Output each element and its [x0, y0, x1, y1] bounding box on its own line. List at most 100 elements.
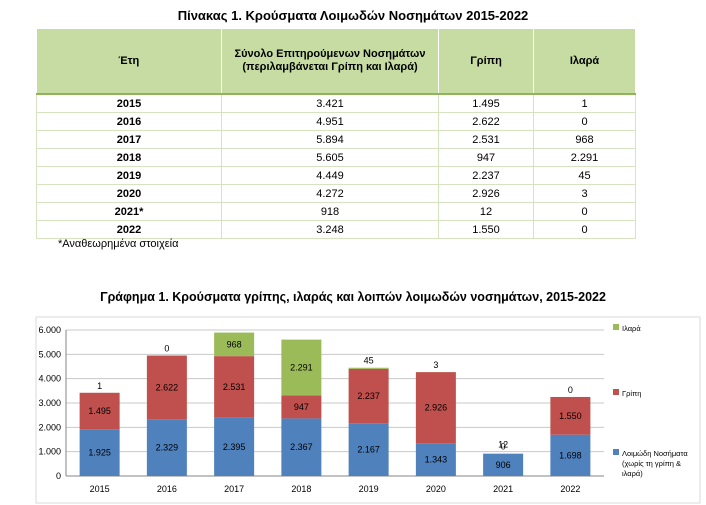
- cell-year: 2016: [36, 112, 222, 131]
- cell-total: 4.449: [221, 166, 439, 185]
- table-row: 2018 5.605 947 2.291: [36, 148, 636, 167]
- cell-total: 5.605: [221, 148, 439, 167]
- cell-measles: 3: [533, 184, 636, 203]
- cell-measles: 2.291: [533, 148, 636, 167]
- table-row: 2019 4.449 2.237 45: [36, 166, 636, 185]
- x-tick-label: 2019: [359, 484, 379, 494]
- bar-segment: [146, 355, 187, 420]
- bar-segment: [348, 423, 389, 476]
- x-tick-label: 2018: [291, 484, 311, 494]
- data-label: 2.291: [290, 362, 313, 372]
- cell-total: 4.951: [221, 112, 439, 131]
- bar-segment: [146, 419, 187, 476]
- data-label: 0: [568, 385, 573, 395]
- cell-year: 2022: [36, 220, 222, 239]
- cell-measles: 45: [533, 166, 636, 185]
- bar-segment: [415, 443, 456, 476]
- data-label: 1.550: [559, 411, 582, 421]
- cell-year: 2015: [36, 93, 222, 113]
- cell-year: 2019: [36, 166, 222, 185]
- legend-swatch: [613, 324, 619, 330]
- table-row: 2022 3.248 1.550 0: [36, 220, 636, 239]
- table-row: 2020 4.272 2.926 3: [36, 184, 636, 203]
- table-row: 2015 3.421 1.495 1: [36, 93, 636, 113]
- bar-segment: [550, 396, 591, 435]
- cell-total: 4.272: [221, 184, 439, 203]
- legend-label: Λοιμώδη Νοσήματα (χωρίς τη γρίπη & ιλαρά): [622, 449, 688, 478]
- bar-segment: [348, 368, 389, 424]
- cell-measles: 0: [533, 202, 636, 221]
- data-label: 1.698: [559, 450, 582, 460]
- data-label: 968: [227, 339, 242, 349]
- x-tick-label: 2017: [224, 484, 244, 494]
- cell-flu: 2.531: [438, 130, 534, 149]
- header-total: Σύνολο Επιτηρούμενων Νοσημάτων (περιλαμβ…: [221, 29, 439, 94]
- data-label: 2.329: [156, 443, 179, 453]
- y-tick-label: 3.000: [38, 398, 61, 408]
- bar-segment: [79, 429, 120, 476]
- cell-total: 5.894: [221, 130, 439, 149]
- chart-title: Γράφημα 1. Κρούσματα γρίπης, ιλαράς και …: [100, 290, 606, 304]
- cell-total: 918: [221, 202, 439, 221]
- y-tick-label: 0: [56, 471, 61, 481]
- data-label: 45: [364, 356, 374, 366]
- y-tick-label: 2.000: [38, 422, 61, 432]
- y-tick-label: 1.000: [38, 447, 61, 457]
- cell-measles: 1: [533, 93, 636, 113]
- y-tick-label: 4.000: [38, 374, 61, 384]
- bar-segment: [214, 356, 255, 418]
- legend-label: Ιλαρά: [622, 324, 641, 333]
- cell-flu: 2.622: [438, 112, 534, 131]
- data-label: 0: [501, 442, 506, 452]
- bar-segment: [483, 453, 524, 476]
- cell-year: 2017: [36, 130, 222, 149]
- cell-total: 3.421: [221, 93, 439, 113]
- cell-measles: 968: [533, 130, 636, 149]
- x-tick-label: 2020: [426, 484, 446, 494]
- cell-flu: 1.495: [438, 93, 534, 113]
- x-tick-label: 2021: [493, 484, 513, 494]
- header-years: Έτη: [36, 29, 222, 94]
- cell-flu: 2.926: [438, 184, 534, 203]
- data-label: 1.925: [88, 448, 111, 458]
- table-row: 2017 5.894 2.531 968: [36, 130, 636, 149]
- data-label: 2.622: [156, 382, 179, 392]
- cell-year: 2020: [36, 184, 222, 203]
- cell-total: 3.248: [221, 220, 439, 239]
- cell-flu: 2.237: [438, 166, 534, 185]
- bar-segment: [79, 392, 120, 430]
- table-header-row: Έτη Σύνολο Επιτηρούμενων Νοσημάτων (περι…: [36, 29, 636, 94]
- cell-flu: 12: [438, 202, 534, 221]
- bar-segment: [214, 332, 255, 357]
- data-label: 12: [498, 440, 508, 450]
- header-measles: Ιλαρά: [533, 29, 636, 94]
- bar-segment: [281, 418, 322, 476]
- bar-segment: [214, 417, 255, 476]
- bar-segment: [550, 434, 591, 476]
- y-tick-label: 5.000: [38, 349, 61, 359]
- cell-year: 2018: [36, 148, 222, 167]
- data-label: 1.343: [425, 455, 448, 465]
- data-label: 906: [496, 460, 511, 470]
- legend-label: Γρίπη: [622, 389, 641, 398]
- table-row: 2021* 918 12 0: [36, 202, 636, 221]
- data-label: 947: [294, 402, 309, 412]
- data-label: 2.926: [425, 403, 448, 413]
- bar-segment: [348, 367, 389, 369]
- table-title: Πίνακας 1. Κρούσματα Λοιμωδών Νοσημάτων …: [177, 8, 529, 23]
- table-note: *Αναθεωρημένα στοιχεία: [58, 238, 179, 250]
- cell-measles: 0: [533, 220, 636, 239]
- data-label: 2.167: [357, 445, 380, 455]
- x-tick-label: 2022: [560, 484, 580, 494]
- data-label: 2.237: [357, 391, 380, 401]
- x-tick-label: 2015: [90, 484, 110, 494]
- legend-swatch: [613, 389, 619, 395]
- header-flu: Γρίπη: [438, 29, 534, 94]
- y-tick-label: 6.000: [38, 325, 61, 335]
- x-tick-label: 2016: [157, 484, 177, 494]
- cell-flu: 1.550: [438, 220, 534, 239]
- cell-measles: 0: [533, 112, 636, 131]
- chart-frame: [35, 316, 701, 504]
- bar-segment: [281, 339, 322, 396]
